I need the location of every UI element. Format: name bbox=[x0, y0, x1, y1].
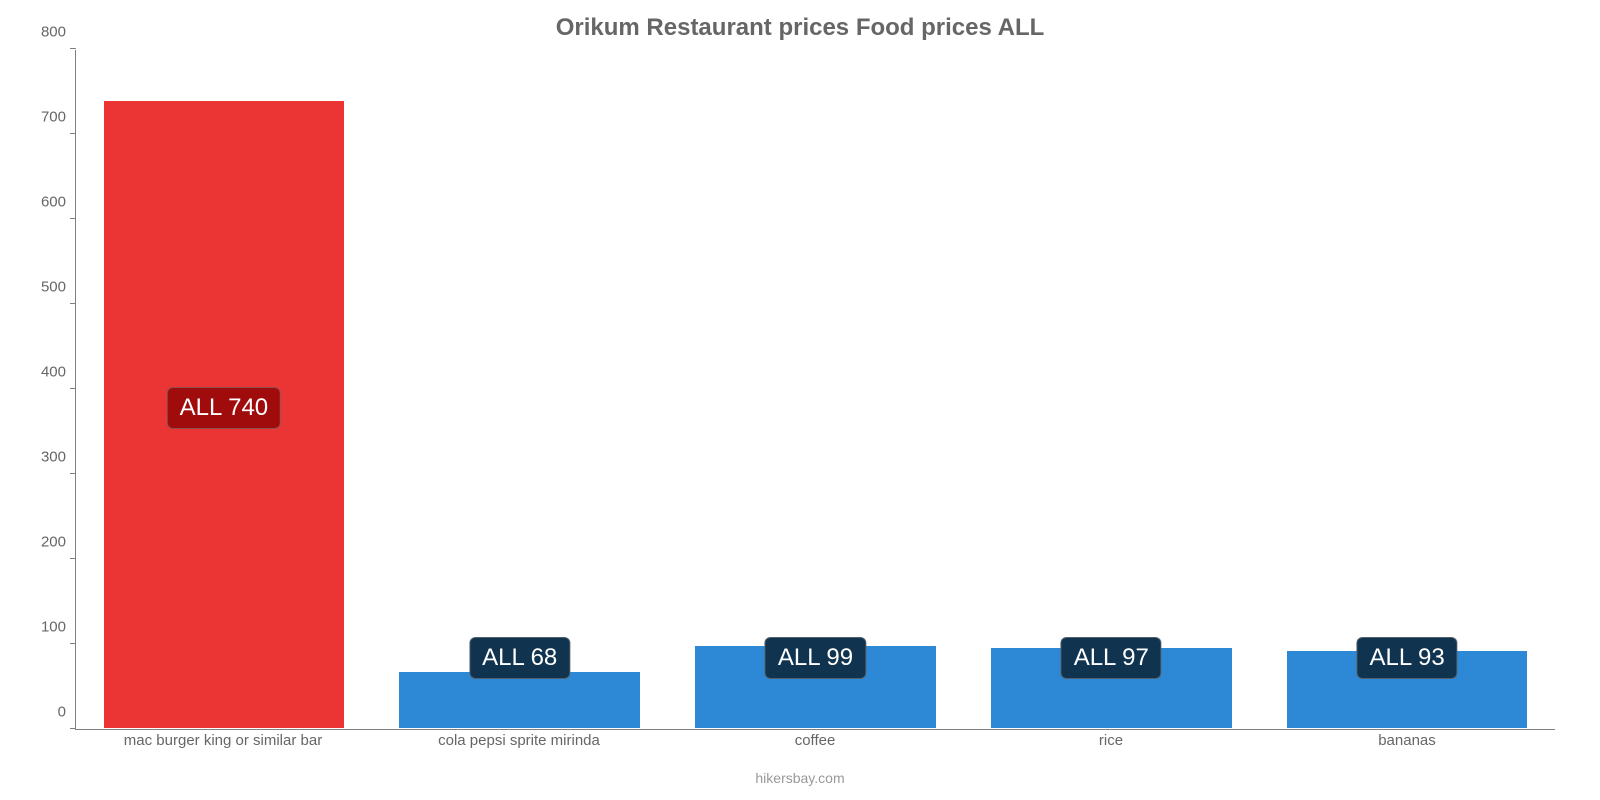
bar-slot: ALL 97 bbox=[963, 50, 1259, 729]
y-tick-label: 400 bbox=[41, 364, 66, 381]
bar-slot: ALL 99 bbox=[668, 50, 964, 729]
x-axis-label: coffee bbox=[667, 732, 963, 749]
x-axis-label: cola pepsi sprite mirinda bbox=[371, 732, 667, 749]
y-tick-label: 700 bbox=[41, 109, 66, 126]
price-bar bbox=[398, 671, 641, 729]
y-tick-mark bbox=[70, 133, 76, 134]
price-bar-chart: Orikum Restaurant prices Food prices ALL… bbox=[0, 0, 1600, 800]
x-axis-label: mac burger king or similar bar bbox=[75, 732, 371, 749]
bar-slot: ALL 93 bbox=[1259, 50, 1555, 729]
y-tick-mark bbox=[70, 388, 76, 389]
plot-area: ALL 740ALL 68ALL 99ALL 97ALL 93 01002003… bbox=[75, 50, 1555, 730]
y-tick-label: 600 bbox=[41, 194, 66, 211]
value-badge: ALL 740 bbox=[167, 387, 282, 429]
bars-row: ALL 740 ALL 68 ALL 99 ALL 97 ALL 93 bbox=[76, 50, 1555, 729]
value-badge: ALL 93 bbox=[1356, 637, 1457, 679]
y-tick-label: 500 bbox=[41, 279, 66, 296]
y-tick-label: 300 bbox=[41, 449, 66, 466]
y-tick-label: 0 bbox=[58, 704, 66, 721]
y-tick-mark bbox=[70, 218, 76, 219]
y-tick-mark bbox=[70, 48, 76, 49]
y-tick-label: 800 bbox=[41, 24, 66, 41]
y-tick-mark bbox=[70, 303, 76, 304]
y-tick-mark bbox=[70, 643, 76, 644]
credit-text: hikersbay.com bbox=[0, 770, 1600, 786]
value-badge: ALL 97 bbox=[1061, 637, 1162, 679]
x-axis-label: rice bbox=[963, 732, 1259, 749]
bar-slot: ALL 740 bbox=[76, 50, 372, 729]
x-axis-labels: mac burger king or similar barcola pepsi… bbox=[75, 732, 1555, 749]
x-axis-label: bananas bbox=[1259, 732, 1555, 749]
bar-slot: ALL 68 bbox=[372, 50, 668, 729]
y-tick-mark bbox=[70, 558, 76, 559]
y-tick-mark bbox=[70, 728, 76, 729]
y-tick-mark bbox=[70, 473, 76, 474]
chart-title: Orikum Restaurant prices Food prices ALL bbox=[0, 14, 1600, 42]
y-tick-label: 200 bbox=[41, 534, 66, 551]
y-tick-label: 100 bbox=[41, 619, 66, 636]
value-badge: ALL 68 bbox=[469, 637, 570, 679]
value-badge: ALL 99 bbox=[765, 637, 866, 679]
